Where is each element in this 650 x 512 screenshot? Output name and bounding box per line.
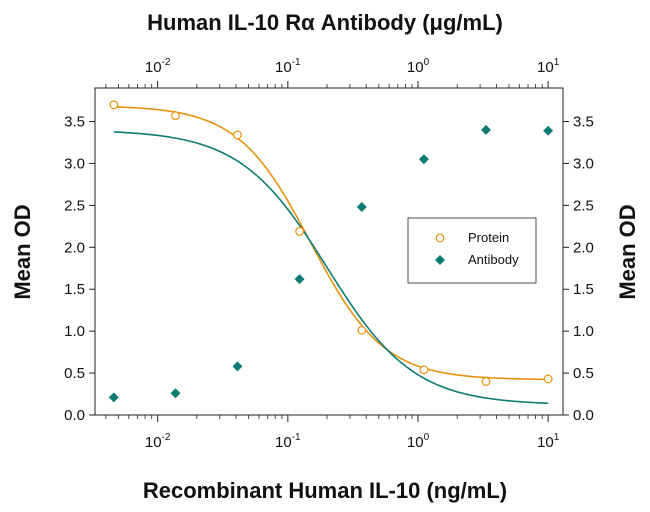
- fit-curves: [113, 106, 549, 405]
- x-tick-label-bottom: 10-1: [275, 432, 301, 451]
- tick-exponent: -2: [162, 57, 171, 68]
- y-tick-label-left: 0.0: [64, 407, 85, 424]
- protein-point: [357, 325, 367, 335]
- y-tick-label-left: 3.5: [64, 114, 85, 131]
- tick-base: 10: [275, 59, 292, 76]
- data-points: [108, 100, 554, 403]
- tick-exponent: 1: [554, 57, 560, 68]
- tick-base: 10: [275, 434, 292, 451]
- legend-label-antibody: Antibody: [468, 252, 519, 267]
- x-tick-label-bottom: 10-2: [145, 432, 171, 451]
- x-tick-label-bottom: 101: [537, 432, 560, 451]
- tick-base: 10: [407, 59, 424, 76]
- protein-point: [481, 377, 491, 386]
- tick-base: 10: [537, 434, 554, 451]
- legend-label-protein: Protein: [468, 230, 509, 245]
- y-tick-label-right: 0.5: [573, 365, 594, 382]
- antibody-point: [170, 388, 181, 399]
- antibody-point: [356, 202, 367, 213]
- y-tick-label-right: 3.5: [573, 114, 594, 131]
- plot-frame: [94, 87, 564, 416]
- chart-title: Human IL-10 Rα Antibody (μg/mL): [147, 10, 503, 35]
- protein-point: [233, 130, 242, 140]
- antibody-point: [108, 392, 119, 403]
- y-tick-label-left: 2.5: [64, 197, 85, 214]
- antibody-point: [294, 274, 305, 285]
- antibody-point: [481, 124, 492, 135]
- x-axis-label: Recombinant Human IL-10 (ng/mL): [143, 478, 507, 503]
- tick-exponent: -2: [162, 432, 171, 443]
- x-tick-label-bottom: 100: [407, 432, 430, 451]
- tick-exponent: 0: [424, 57, 430, 68]
- x-tick-label-top: 101: [537, 57, 560, 76]
- y-tick-label-right: 2.0: [573, 239, 594, 256]
- y-axis-label-left: Mean OD: [10, 204, 35, 299]
- legend-marker-protein: [435, 233, 445, 243]
- legend-marker-antibody: [435, 255, 445, 265]
- tick-exponent: 1: [554, 432, 560, 443]
- tick-exponent: -1: [292, 432, 301, 443]
- legend: Protein Antibody: [407, 217, 537, 284]
- tick-base: 10: [407, 434, 424, 451]
- tick-exponent: -1: [292, 57, 301, 68]
- tick-base: 10: [145, 434, 162, 451]
- protein-point: [109, 100, 119, 110]
- y-tick-label-left: 1.5: [64, 281, 85, 298]
- protein-point: [295, 226, 304, 236]
- y-axis-label-right: Mean OD: [615, 204, 640, 299]
- x-tick-label-top: 10-1: [275, 57, 301, 76]
- antibody-point: [232, 361, 243, 372]
- ticks-layer: 0.0 0.0 0.5 0.5 1.0 1.0 1.5 1.5 2.0 2.0 2.5 2.5 3.0 3…: [64, 57, 594, 451]
- protein-fit-curve: [113, 106, 549, 381]
- y-tick-label-left: 1.0: [64, 323, 85, 340]
- x-tick-label-top: 100: [407, 57, 430, 76]
- y-tick-label-right: 3.0: [573, 155, 594, 172]
- protein-point: [419, 365, 429, 375]
- tick-exponent: 0: [424, 432, 430, 443]
- y-tick-label-left: 0.5: [64, 365, 85, 382]
- antibody-point: [543, 125, 554, 136]
- antibody-fit-curve: [113, 131, 549, 405]
- legend-box: [407, 217, 537, 284]
- y-tick-label-right: 2.5: [573, 197, 594, 214]
- tick-base: 10: [537, 59, 554, 76]
- protein-point: [171, 111, 180, 121]
- y-tick-label-left: 2.0: [64, 239, 85, 256]
- antibody-point: [418, 154, 429, 165]
- y-tick-label-left: 3.0: [64, 155, 85, 172]
- x-tick-label-top: 10-2: [145, 57, 171, 76]
- protein-point: [543, 374, 553, 384]
- tick-base: 10: [145, 59, 162, 76]
- y-tick-label-right: 1.5: [573, 281, 594, 298]
- y-tick-label-right: 1.0: [573, 323, 594, 340]
- y-tick-label-right: 0.0: [573, 407, 594, 424]
